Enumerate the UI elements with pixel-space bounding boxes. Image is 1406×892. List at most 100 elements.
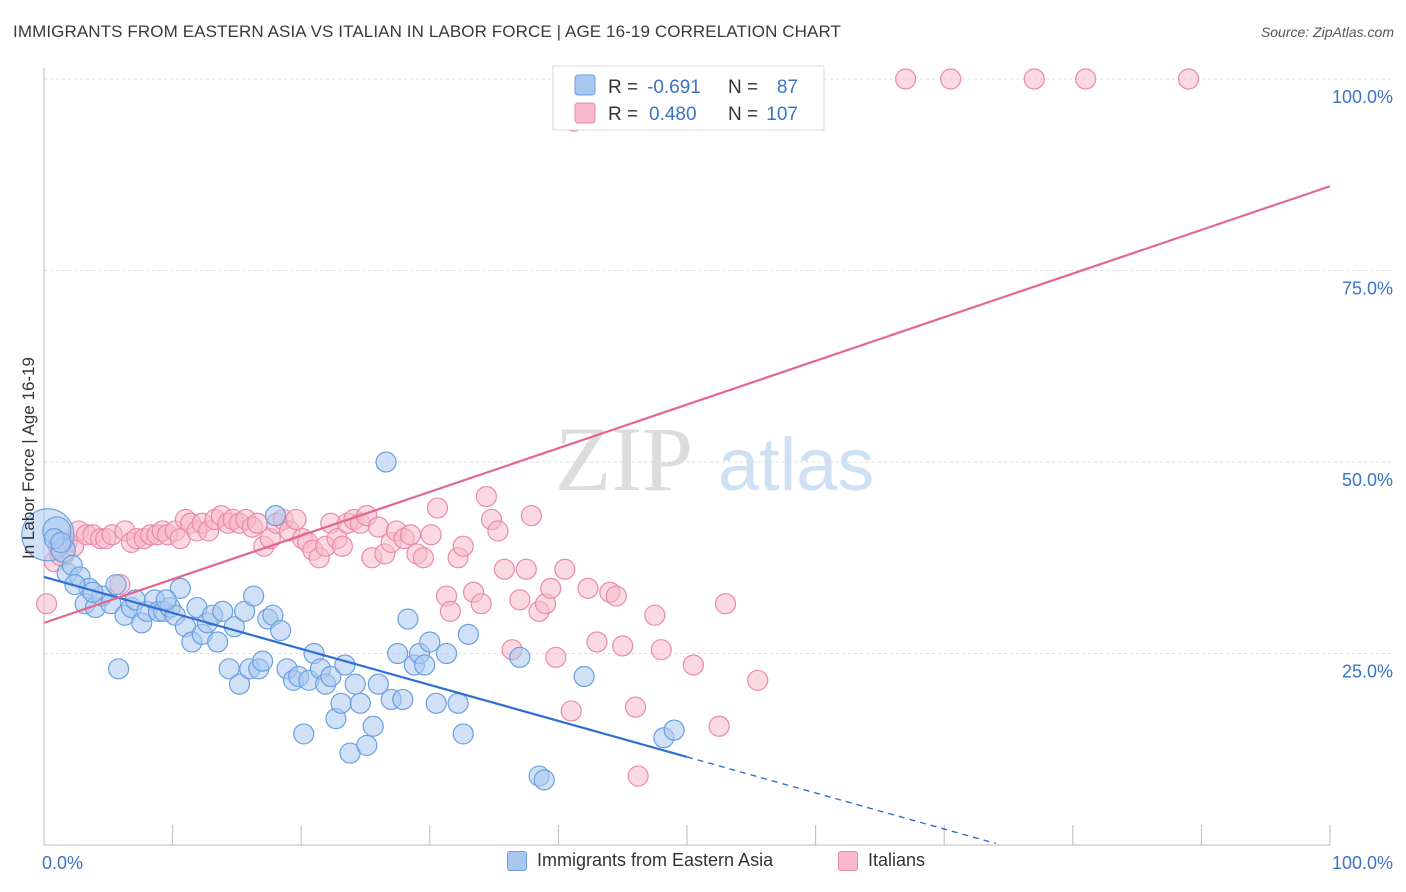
italians-point [586, 631, 608, 653]
eastern-asia-trend-extension [686, 756, 996, 845]
eastern-asia-point [330, 692, 352, 714]
italians-point [452, 535, 474, 557]
italians-point [515, 558, 537, 580]
watermark: ZIP atlas [555, 408, 874, 510]
italians-point [1075, 68, 1097, 90]
eastern-asia-point [414, 654, 436, 676]
italians-point [487, 520, 509, 542]
eastern-asia-point [320, 665, 342, 688]
eastern-asia-trend-line [43, 575, 688, 758]
italians-point [708, 715, 730, 737]
y-tick-label: 100.0% [1332, 87, 1393, 107]
italians-point [624, 696, 647, 718]
axes-layer: 25.0% 50.0% 75.0% 100.0% 0.0% 100.0% [42, 68, 1393, 873]
bottom-legend-swatch-pink [838, 850, 858, 871]
points-layer [21, 68, 1200, 791]
italians-point [605, 585, 627, 607]
eastern-asia-point [356, 734, 378, 757]
italians-point [560, 700, 582, 722]
eastern-asia-point [663, 719, 685, 741]
bottom-legend: Immigrants from Eastern Asia Italians [0, 850, 1406, 880]
italians-point [540, 577, 562, 599]
legend-r-value-2: 0.480 [649, 104, 697, 125]
bottom-legend-label-eastern-asia: Immigrants from Eastern Asia [537, 850, 774, 870]
chart-source: Source: ZipAtlas.com [1260, 24, 1394, 40]
italians-trend-line [43, 185, 1331, 624]
legend-box: R = -0.691 N = 87 R = 0.480 N = 107 [552, 65, 825, 131]
legend-swatch-blue [574, 74, 596, 96]
eastern-asia-point [169, 577, 191, 599]
legend-r-label-2: R = [608, 104, 638, 125]
eastern-asia-point [264, 505, 287, 527]
italians-point [714, 593, 737, 615]
eastern-asia-point [293, 723, 315, 745]
eastern-asia-point [212, 600, 234, 622]
legend-n-label-2: N = [728, 104, 758, 125]
italians-point [612, 635, 634, 657]
y-tick-label: 75.0% [1342, 279, 1393, 299]
bottom-legend-item-eastern-asia: Immigrants from Eastern Asia [507, 850, 773, 871]
x-tick-label: 100.0% [1332, 853, 1393, 873]
eastern-asia-point [228, 673, 251, 695]
italians-point [412, 547, 434, 569]
eastern-asia-point [207, 631, 229, 653]
italians-point [285, 508, 307, 531]
y-tick-label: 50.0% [1342, 470, 1393, 490]
chart-title: IMMIGRANTS FROM EASTERN ASIA VS ITALIAN … [13, 22, 842, 41]
eastern-asia-point [270, 619, 292, 642]
x-tick-label: 0.0% [42, 853, 83, 873]
eastern-asia-point [105, 573, 127, 596]
eastern-asia-point [155, 589, 177, 611]
y-axis-label: In Labor Force | Age 16-19 [19, 357, 38, 559]
eastern-asia-point [387, 642, 409, 665]
eastern-asia-point [397, 608, 419, 630]
italians-point [940, 68, 962, 90]
italians-point [520, 505, 542, 527]
grid-layer [44, 78, 1392, 654]
italians-point [627, 765, 649, 787]
italians-point [895, 68, 917, 90]
italians-point [493, 558, 515, 580]
italians-point [470, 593, 492, 615]
italians-point [1177, 68, 1200, 90]
bottom-legend-item-italians: Italians [838, 850, 925, 871]
italians-point [426, 497, 449, 519]
eastern-asia-point [457, 623, 479, 645]
bottom-legend-label-italians: Italians [868, 850, 926, 870]
italians-point [509, 589, 531, 611]
legend-r-value-1: -0.691 [647, 77, 701, 98]
eastern-asia-point [344, 673, 366, 695]
italians-point [420, 524, 442, 546]
eastern-asia-point [243, 585, 265, 607]
eastern-asia-point [367, 673, 389, 695]
italians-point [554, 558, 576, 580]
eastern-asia-point [349, 692, 371, 714]
eastern-asia-point [50, 531, 72, 554]
eastern-asia-point [573, 665, 595, 688]
y-tick-label: 25.0% [1342, 662, 1393, 682]
watermark-atlas: atlas [718, 423, 874, 506]
italians-point [1023, 68, 1045, 90]
eastern-asia-point [509, 646, 531, 668]
eastern-asia-point [252, 650, 274, 672]
eastern-asia-point [392, 688, 414, 711]
eastern-asia-point [375, 451, 397, 473]
legend-n-value-2: 107 [766, 104, 798, 125]
legend-n-label-1: N = [728, 77, 758, 98]
italians-point [331, 535, 353, 557]
legend-n-value-1: 87 [777, 77, 798, 98]
trend-layer [43, 185, 1331, 845]
eastern-asia-point [362, 715, 384, 737]
italians-point [650, 639, 672, 661]
italians-point [747, 669, 769, 691]
italians-point [35, 593, 58, 615]
italians-point [399, 524, 422, 546]
bottom-legend-swatch-blue [507, 850, 527, 871]
eastern-asia-point [82, 581, 104, 603]
eastern-asia-point [452, 723, 474, 745]
italians-point [545, 646, 567, 668]
italians-point [682, 654, 705, 676]
italians-point [475, 485, 497, 508]
legend-r-label-1: R = [608, 77, 638, 98]
